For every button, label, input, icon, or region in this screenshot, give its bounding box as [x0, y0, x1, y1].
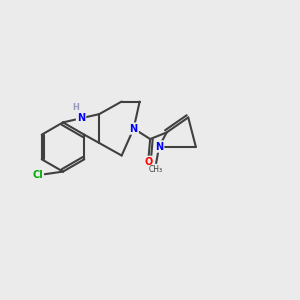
Text: Cl: Cl	[32, 169, 43, 180]
Text: N: N	[155, 142, 163, 152]
Text: N: N	[130, 124, 138, 134]
Text: H: H	[72, 103, 79, 112]
Text: CH₃: CH₃	[149, 165, 163, 174]
Text: O: O	[145, 157, 153, 167]
Text: N: N	[77, 113, 85, 123]
